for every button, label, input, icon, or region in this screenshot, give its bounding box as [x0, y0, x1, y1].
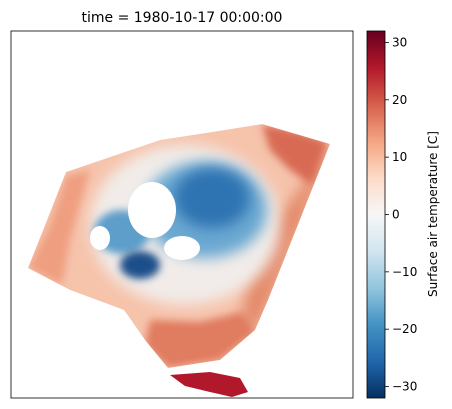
colorbar: 30 20 10 0 −10 −20 −30 Surface air temperature…: [366, 30, 440, 399]
colorbar-tick-label: −20: [392, 322, 417, 336]
temperature-field: [11, 31, 353, 398]
colorbar-tick-label: 10: [392, 150, 407, 164]
colorbar-ticks: 30 20 10 0 −10 −20 −30: [385, 35, 417, 394]
missing-data-hole: [128, 182, 176, 238]
colorbar-bar: [366, 30, 386, 399]
field-cold-arctic-core: [174, 168, 250, 228]
chart-title: time = 1980-10-17 00:00:00: [82, 10, 283, 26]
map-frame: [10, 30, 354, 399]
colorbar-tick-label: 0: [392, 208, 400, 222]
colorbar-tick-label: −30: [392, 380, 417, 394]
field-warm-west: [28, 170, 90, 285]
missing-data-edge: [11, 31, 353, 398]
field-hot-tip: [170, 372, 248, 397]
colorbar-tick-label: 20: [392, 93, 407, 107]
map-axes: [10, 30, 354, 399]
field-warm-northeast: [262, 124, 328, 185]
colorbar-tick-label: 30: [392, 35, 407, 49]
colorbar-tick-label: −10: [392, 265, 417, 279]
missing-data-hole: [164, 236, 200, 260]
field-warm-southeast: [240, 150, 330, 340]
field-coldest-greenland: [120, 251, 160, 279]
missing-data-hole: [90, 226, 110, 250]
colorbar-label: Surface air temperature [C]: [426, 131, 440, 297]
